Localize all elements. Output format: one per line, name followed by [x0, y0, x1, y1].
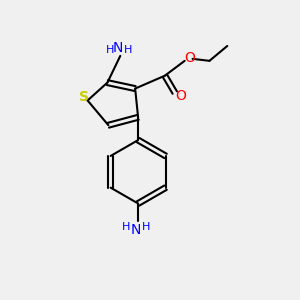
- Text: H: H: [122, 222, 130, 232]
- Text: O: O: [184, 51, 195, 65]
- Text: N: N: [113, 41, 124, 55]
- Text: O: O: [175, 88, 186, 103]
- Text: N: N: [131, 223, 141, 237]
- Text: S: S: [79, 91, 88, 104]
- Text: H: H: [106, 45, 115, 55]
- Text: H: H: [142, 222, 150, 232]
- Text: H: H: [124, 45, 132, 55]
